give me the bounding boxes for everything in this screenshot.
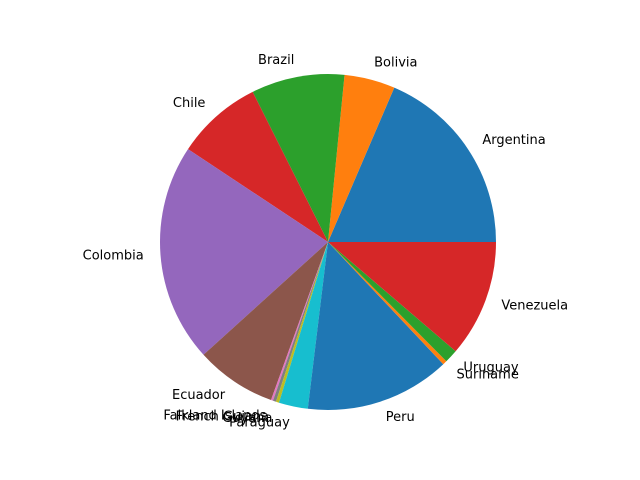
pie-label-suriname: Suriname bbox=[457, 367, 519, 382]
pie-label-french-guiana: French Guiana bbox=[176, 410, 269, 425]
pie-slice-paraguay bbox=[279, 242, 328, 409]
pie-labels: Argentina Bolivia Brazil Chile Colombia Ecuad… bbox=[83, 53, 568, 431]
pie-slice-argentina bbox=[328, 87, 496, 242]
pie-slice-falkland-islands bbox=[271, 242, 328, 401]
pie-slice-venezuela bbox=[328, 242, 497, 352]
pie-slice-chile bbox=[188, 91, 328, 242]
pie-label-falkland-islands: Falkland Islands bbox=[163, 409, 266, 424]
pie-label-colombia: Colombia bbox=[83, 248, 144, 263]
pie-label-ecuador: Ecuador bbox=[172, 388, 226, 403]
pie-label-paraguay: Paraguay bbox=[229, 415, 290, 430]
pie-slice-brazil bbox=[252, 74, 345, 242]
pie-slices bbox=[159, 74, 497, 411]
pie-label-chile: Chile bbox=[173, 96, 206, 111]
pie-label-bolivia: Bolivia bbox=[374, 56, 417, 71]
pie-slice-suriname bbox=[328, 242, 447, 365]
pie-label-brazil: Brazil bbox=[258, 53, 294, 68]
pie-label-guyana: Guyana bbox=[222, 411, 272, 426]
pie-slice-peru bbox=[307, 242, 444, 411]
pie-slice-ecuador bbox=[203, 242, 328, 401]
pie-label-argentina: Argentina bbox=[482, 133, 545, 148]
pie-slice-uruguay bbox=[328, 242, 456, 362]
pie-slice-french-guiana bbox=[272, 242, 328, 402]
pie-slice-colombia bbox=[159, 149, 328, 355]
pie-label-uruguay: Uruguay bbox=[463, 360, 519, 375]
pie-label-peru: Peru bbox=[386, 410, 415, 425]
pie-slice-guyana bbox=[275, 242, 328, 403]
pie-label-venezuela: Venezuela bbox=[501, 299, 568, 314]
pie-slice-bolivia bbox=[328, 74, 395, 242]
